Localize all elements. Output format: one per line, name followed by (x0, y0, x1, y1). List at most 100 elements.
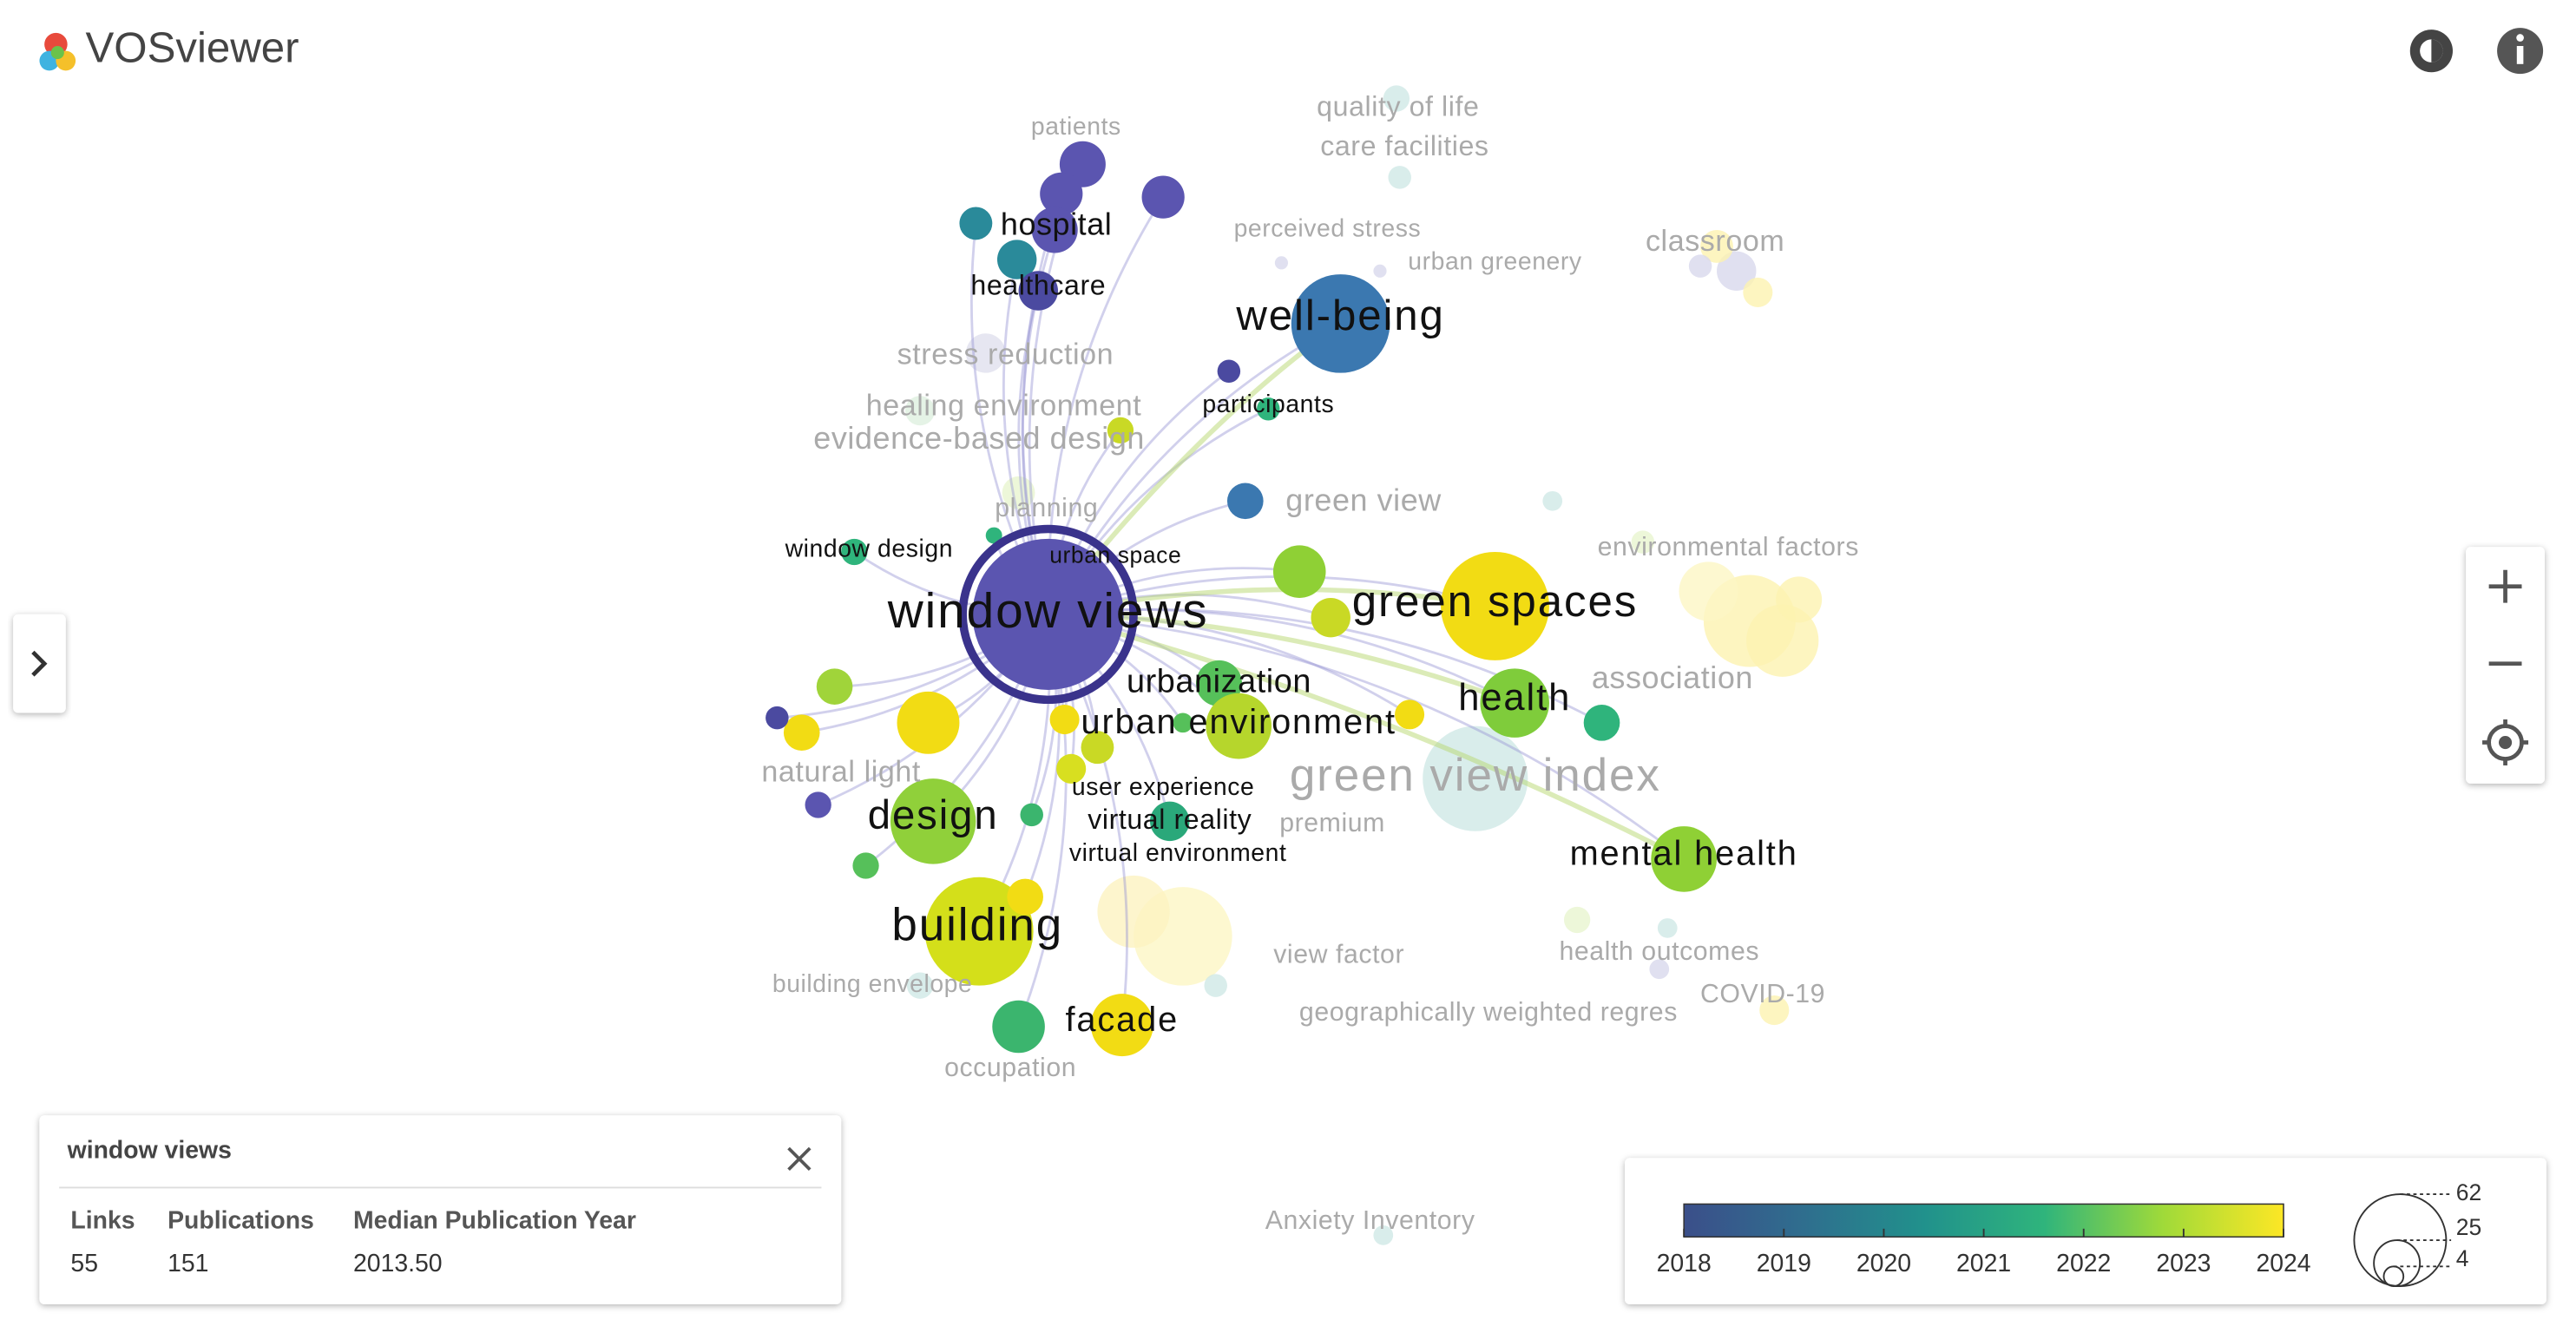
faded-label[interactable]: patients (1031, 113, 1121, 141)
node[interactable] (1257, 397, 1280, 421)
faded-node (1649, 959, 1670, 980)
node-label[interactable]: urbanization (1127, 663, 1311, 699)
node[interactable] (1107, 417, 1134, 444)
node[interactable] (1141, 175, 1185, 219)
node[interactable] (1056, 753, 1087, 784)
node[interactable] (805, 791, 831, 818)
node-label[interactable]: urban environment (1081, 703, 1396, 741)
faded-node (1746, 604, 1819, 677)
node[interactable] (992, 1000, 1045, 1054)
node[interactable] (996, 240, 1037, 279)
faded-label[interactable]: association (1592, 660, 1753, 695)
faded-label[interactable]: view factor (1273, 941, 1404, 969)
node-label[interactable]: mental health (1570, 835, 1798, 873)
faded-label[interactable]: occupation (944, 1054, 1076, 1082)
node[interactable] (972, 538, 1124, 690)
info-header: Links (70, 1207, 135, 1235)
node[interactable] (1480, 668, 1549, 738)
node-label[interactable]: user experience (1072, 773, 1254, 801)
node[interactable] (1441, 551, 1549, 660)
faded-label[interactable]: healing environment (866, 389, 1142, 422)
faded-label[interactable]: premium (1279, 809, 1385, 837)
faded-label[interactable]: green view (1285, 483, 1442, 518)
faded-node (1688, 254, 1712, 278)
node[interactable] (985, 527, 1002, 544)
node[interactable] (816, 668, 853, 706)
node[interactable] (1226, 483, 1264, 520)
node[interactable] (1651, 826, 1718, 892)
faded-label[interactable]: green view index (1290, 750, 1661, 801)
node[interactable] (1291, 274, 1390, 373)
node-label[interactable]: healthcare (970, 270, 1106, 301)
node[interactable] (890, 778, 976, 864)
faded-node (1373, 1225, 1394, 1245)
faded-node (1700, 229, 1733, 263)
node-label[interactable]: health (1458, 677, 1571, 719)
node[interactable] (1395, 699, 1425, 730)
node-label[interactable]: window views (887, 584, 1209, 639)
faded-label[interactable]: quality of life (1317, 90, 1479, 121)
faded-label[interactable]: building envelope (772, 970, 973, 998)
faded-label[interactable]: care facilities (1320, 130, 1488, 161)
faded-label[interactable]: classroom (1646, 225, 1784, 258)
node-label[interactable]: urban space (1049, 542, 1181, 568)
node[interactable] (959, 207, 993, 240)
node[interactable] (841, 538, 868, 566)
faded-label[interactable]: perceived stress (1234, 214, 1422, 242)
node[interactable] (1081, 731, 1114, 765)
node-label[interactable]: well-being (1235, 292, 1444, 339)
node-label[interactable]: participants (1202, 391, 1334, 418)
faded-label[interactable]: Anxiety Inventory (1265, 1206, 1475, 1235)
node-label[interactable]: virtual environment (1069, 839, 1287, 867)
node[interactable] (1007, 878, 1043, 916)
close-button[interactable] (787, 1146, 812, 1172)
faded-label[interactable]: environmental factors (1598, 533, 1859, 561)
node[interactable] (766, 706, 789, 730)
legend-year: 2022 (2056, 1250, 2111, 1277)
node[interactable] (1018, 271, 1059, 311)
node[interactable] (897, 691, 960, 754)
node[interactable] (1049, 705, 1080, 735)
zoom-in[interactable] (2488, 569, 2522, 603)
node[interactable] (1217, 359, 1241, 384)
node[interactable] (1583, 705, 1620, 741)
sidebar-toggle[interactable] (13, 614, 66, 713)
node-label[interactable]: hospital (1001, 207, 1112, 242)
faded-label[interactable]: stress reduction (897, 338, 1114, 371)
node[interactable] (1173, 712, 1193, 733)
node[interactable] (852, 852, 879, 879)
reset-view[interactable] (2482, 719, 2529, 766)
node-label[interactable]: window design (785, 535, 954, 563)
info-button[interactable] (2497, 28, 2544, 75)
info-value: 55 (70, 1250, 98, 1277)
node[interactable] (783, 714, 820, 752)
node-label[interactable]: building (891, 899, 1063, 950)
network-nodes[interactable] (766, 141, 1718, 1057)
node[interactable] (1090, 994, 1153, 1057)
node[interactable] (1020, 803, 1043, 827)
faded-label[interactable]: natural light (761, 756, 920, 789)
theme-button[interactable] (2409, 30, 2453, 73)
selected-ring (958, 524, 1138, 705)
node-label[interactable]: facade (1065, 1001, 1179, 1039)
faded-label[interactable]: urban greenery (1408, 247, 1582, 275)
node[interactable] (1150, 801, 1190, 842)
node-label[interactable]: design (868, 792, 999, 838)
node[interactable] (1206, 693, 1272, 759)
node-label[interactable]: virtual reality (1088, 804, 1252, 835)
node-label[interactable]: green spaces (1352, 576, 1638, 626)
node[interactable] (1040, 172, 1083, 215)
node[interactable] (1272, 545, 1326, 598)
size-label: 25 (2456, 1214, 2481, 1240)
faded-label[interactable]: evidence-based design (813, 420, 1145, 456)
faded-node (1631, 530, 1655, 554)
faded-label[interactable]: planning (995, 494, 1098, 522)
node[interactable] (924, 877, 1034, 986)
size-label: 62 (2456, 1179, 2481, 1205)
faded-label[interactable]: health outcomes (1559, 937, 1759, 966)
node[interactable] (1311, 597, 1350, 638)
faded-label[interactable]: geographically weighted regres (1299, 998, 1678, 1027)
faded-node (1383, 85, 1410, 112)
faded-label[interactable]: COVID-19 (1700, 980, 1825, 1008)
node[interactable] (1031, 207, 1078, 253)
